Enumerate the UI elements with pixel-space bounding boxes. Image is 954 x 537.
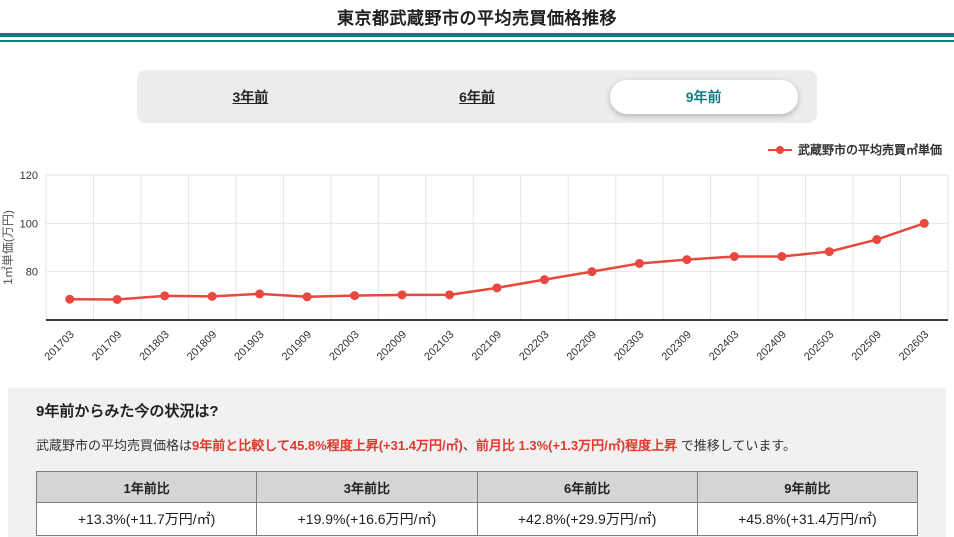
chart-area: 80 100 120 201703 201709 201803 201809 201903 20… [0,163,954,373]
data-point[interactable] [350,291,360,301]
data-point[interactable] [112,294,122,304]
comparison-table-header-row: 1年前比 3年前比 6年前比 9年前比 [35,471,919,503]
x-tick-label: 202103 [422,329,456,363]
data-point[interactable] [824,247,834,257]
summary-highlight-long-term: 9年前と比較して45.8%程度上昇(+31.4万円/㎡) [192,438,463,453]
data-point[interactable] [492,283,502,293]
data-point[interactable] [777,251,787,261]
col-header-9y: 9年前比 [696,471,919,503]
data-point[interactable] [445,290,455,300]
value-1y: +13.3%(+11.7万円/㎡) [35,502,258,536]
x-tick-label: 202309 [660,329,694,363]
tab-6-years-ago-label: 6年前 [459,88,495,105]
summary-separator: 、 [462,438,476,453]
summary-lead: 武蔵野市の平均売買価格は [36,438,193,453]
col-header-3y: 3年前比 [256,471,478,503]
x-tick-label: 201803 [137,329,171,363]
data-point[interactable] [160,291,170,301]
x-tick-label: 201703 [42,329,76,363]
value-3y: +19.9%(+16.6万円/㎡) [256,502,478,536]
data-point[interactable] [207,291,217,301]
y-tick-label: 100 [20,218,38,230]
x-tick-label: 202003 [327,329,361,363]
x-tick-label: 202203 [517,329,551,363]
data-point[interactable] [255,289,265,299]
chart-legend: 武蔵野市の平均売買㎡単価 [0,142,954,157]
title-rule-thick [0,33,954,37]
x-tick-label: 202603 [897,329,931,363]
summary-highlight-month: 前月比 1.3%(+1.3万円/㎡)程度上昇 [475,438,678,453]
summary-heading: 9年前からみた今の状況は? [36,403,219,420]
period-tabbar: 3年前 6年前 9年前 [137,70,817,123]
x-tick-label: 202403 [707,329,741,363]
x-tick-label: 202009 [375,329,409,363]
tab-9-years-ago[interactable]: 9年前 [609,79,798,114]
tab-9-years-ago-label: 9年前 [685,88,722,105]
x-tick-label: 202409 [755,329,789,363]
data-point[interactable] [302,292,312,302]
data-point[interactable] [872,235,882,245]
x-tick-label: 202509 [849,329,883,363]
data-point[interactable] [65,294,75,304]
titlebar: 東京都武蔵野市の平均売買価格推移 [0,0,954,42]
tab-6-years-ago[interactable]: 6年前 [364,70,591,123]
summary-panel: 9年前からみた今の状況は? 武蔵野市の平均売買価格は9年前と比較して45.8%程… [8,388,946,537]
x-tick-label: 201909 [280,329,314,363]
legend-label: 武蔵野市の平均売買㎡単価 [797,143,942,157]
summary-tail: で推移しています。 [677,438,797,453]
value-9y: +45.8%(+31.4万円/㎡) [696,502,919,536]
summary-text: 武蔵野市の平均売買価格は9年前と比較して45.8%程度上昇(+31.4万円/㎡)… [36,436,918,455]
legend-line-dot-icon [767,145,792,154]
x-tick-label: 202209 [565,329,599,363]
x-tick-label: 202109 [470,329,504,363]
col-header-6y: 6年前比 [476,471,698,503]
y-tick-label: 80 [26,267,38,279]
title-rule-thin [0,40,954,42]
data-point[interactable] [729,251,739,261]
tab-3-years-ago-label: 3年前 [232,88,269,105]
data-point[interactable] [587,267,597,277]
price-trend-chart: 80 100 120 201703 201709 201803 201809 201903 20… [1,170,949,363]
y-axis-title: 1㎡単価(万円) [1,210,15,285]
x-tick-label: 201709 [90,329,124,363]
data-point[interactable] [682,255,692,265]
comparison-table: 1年前比 3年前比 6年前比 9年前比 +13.3%(+11.7万円/㎡) +1… [35,471,919,536]
data-point[interactable] [539,275,549,285]
value-6y: +42.8%(+29.9万円/㎡) [476,502,698,536]
y-tick-label: 120 [20,170,38,182]
comparison-table-value-row: +13.3%(+11.7万円/㎡) +19.9%(+16.6万円/㎡) +42.… [35,502,919,536]
x-tick-label: 202503 [802,329,836,363]
x-tick-label: 202303 [612,329,646,363]
tab-9-years-ago-wrap: 9年前 [590,70,817,123]
x-tick-label: 201809 [185,329,219,363]
page-title: 東京都武蔵野市の平均売買価格推移 [337,9,617,28]
data-point[interactable] [397,290,407,300]
x-tick-label: 201903 [232,329,266,363]
col-header-1y: 1年前比 [35,471,258,503]
data-point[interactable] [634,258,644,268]
tab-3-years-ago[interactable]: 3年前 [137,70,364,123]
data-point[interactable] [919,218,929,228]
